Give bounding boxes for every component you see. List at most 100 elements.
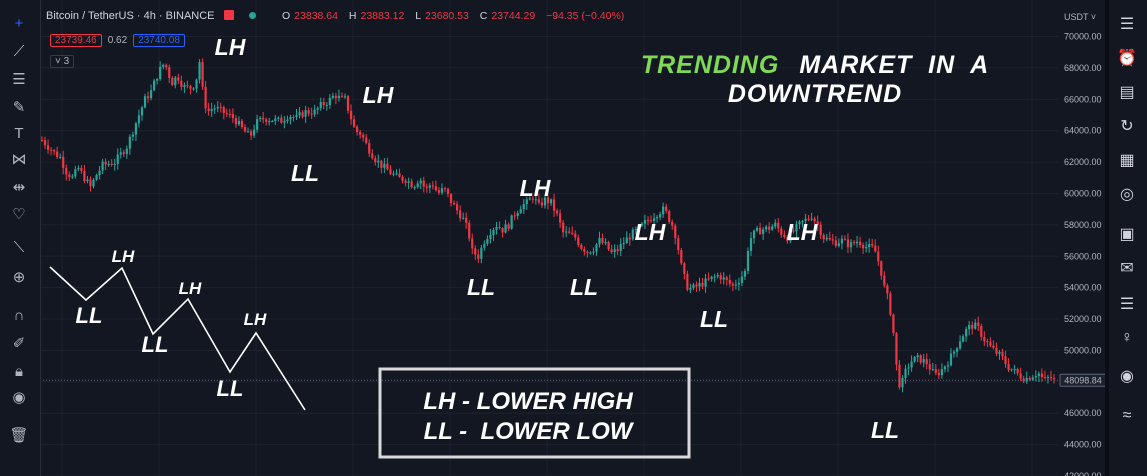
candle-body	[743, 271, 747, 277]
candle-body	[789, 230, 792, 242]
title-line1: TRENDING MARKET IN A	[641, 51, 989, 79]
candle-body	[159, 66, 162, 80]
currency-selector[interactable]: USDT ˅	[1064, 12, 1097, 22]
annotation-label-lh: LH	[244, 310, 267, 329]
candle-body	[153, 80, 156, 91]
candle-body	[110, 164, 113, 166]
candle-body	[156, 79, 159, 81]
symbol-name[interactable]: Bitcoin / TetherUS · 4h · BINANCE	[46, 10, 215, 22]
bid-ask[interactable]: 23739.46 0.62 23740.08	[50, 33, 185, 47]
ask-button[interactable]: 23740.08	[133, 33, 185, 47]
waves-icon[interactable]: ≈	[1122, 407, 1132, 424]
heart-icon[interactable]: ♡	[12, 206, 26, 223]
candle-body	[459, 210, 462, 219]
lock-drawing-icon[interactable]: ✐	[12, 335, 26, 352]
lightbulb-icon[interactable]: ♀	[1121, 329, 1133, 346]
chat-icon[interactable]: ✉	[1120, 260, 1134, 277]
candle-body	[1001, 351, 1004, 357]
candle-body	[56, 151, 59, 158]
candle-body	[574, 233, 577, 238]
candle-body	[943, 366, 947, 370]
candle-body	[1022, 378, 1025, 382]
ruler-icon[interactable]: ⟍	[13, 238, 25, 256]
measure-icon[interactable]: ⇹	[12, 179, 26, 196]
candle-body	[640, 223, 644, 226]
candle-body	[637, 225, 640, 229]
indicator-toggle[interactable]: ˅ 3	[50, 55, 75, 68]
candle-body	[655, 217, 659, 219]
annotation-label-lh: LH	[363, 82, 394, 108]
y-tick-label: 70000.00	[1064, 32, 1102, 42]
candle-body	[919, 355, 922, 363]
crosshair-icon[interactable]: +	[14, 14, 24, 32]
watchlist-icon[interactable]: ☰	[1119, 16, 1135, 33]
candle-body	[489, 235, 492, 240]
annotation-label-ll: LL	[76, 303, 103, 328]
candle-body	[992, 345, 995, 348]
annotation-label-ll: LL	[871, 417, 899, 443]
candle-body	[680, 250, 683, 264]
broadcast-icon[interactable]: ◉	[1120, 368, 1134, 385]
candle-body	[907, 367, 910, 369]
candle-body	[601, 237, 604, 243]
candle-body	[322, 101, 325, 106]
candle-body	[704, 278, 707, 287]
fib-icon[interactable]: ☰	[12, 71, 26, 88]
chat2-icon[interactable]: ☰	[1119, 296, 1135, 313]
text-icon[interactable]: T	[14, 124, 24, 142]
eye-icon[interactable]: ◉	[12, 389, 26, 406]
symbol-title[interactable]: Bitcoin / TetherUS · 4h · BINANCE	[46, 10, 256, 22]
candle-body	[343, 96, 347, 98]
hotlist-icon[interactable]: ▣	[1119, 226, 1135, 243]
candle-body	[195, 79, 198, 89]
candle-body	[695, 284, 698, 287]
flag-icon[interactable]	[223, 10, 234, 20]
magnet-icon[interactable]: ∩	[13, 306, 25, 324]
candle-body	[616, 249, 619, 252]
candle-body	[643, 220, 647, 224]
candle-body	[316, 108, 319, 110]
candle-body	[477, 254, 480, 259]
zoom-icon[interactable]: ⊕	[12, 269, 26, 286]
brush-icon[interactable]: ✎	[12, 99, 26, 116]
candle-body	[683, 263, 686, 275]
candle-body	[113, 163, 116, 165]
grid	[40, 0, 1058, 476]
candle-body	[883, 275, 886, 286]
candle-body	[746, 250, 750, 272]
alarm-icon[interactable]: ⏰	[1117, 50, 1137, 67]
candle-body	[834, 240, 837, 246]
candle-body	[352, 119, 356, 127]
change-value: −94.35 (−0.40%)	[546, 10, 625, 22]
candle-body	[989, 342, 992, 346]
bid-button[interactable]: 23739.46	[50, 33, 102, 47]
candle-body	[631, 229, 634, 240]
candle-body	[80, 168, 83, 171]
data-window-icon[interactable]: ▤	[1119, 84, 1135, 101]
candle-body	[210, 109, 213, 112]
trash-icon[interactable]: 🗑︎	[9, 427, 29, 444]
candle-body	[701, 282, 704, 287]
candle-body	[204, 86, 207, 109]
candle-body	[401, 176, 404, 181]
idea-icon[interactable]: ◎	[1120, 186, 1134, 203]
replay-icon[interactable]: ↻	[1120, 118, 1134, 135]
candle-body	[59, 156, 62, 158]
candle-body	[877, 251, 880, 262]
lock-icon[interactable]: 🔒︎	[15, 362, 23, 380]
annotation-label-lh: LH	[787, 219, 818, 245]
candle-body	[440, 188, 444, 193]
candle-body	[855, 241, 859, 244]
candle-body	[465, 217, 468, 223]
candle-body	[395, 173, 398, 175]
candle-body	[995, 347, 998, 354]
y-tick-label: 54000.00	[1064, 283, 1102, 293]
y-axis[interactable]: 70000.00 68000.00 66000.00 64000.00 62000.00…	[1064, 32, 1102, 476]
trend-line-icon[interactable]: ⟋	[13, 42, 25, 60]
pattern-icon[interactable]: ⋈	[11, 151, 27, 168]
candle-body	[528, 198, 531, 200]
candle-body	[422, 180, 425, 187]
candle-body	[162, 64, 165, 67]
calendar-icon[interactable]: ▦	[1119, 152, 1135, 169]
